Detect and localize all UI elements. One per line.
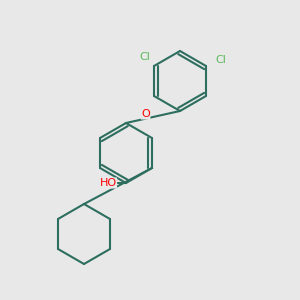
Text: HO: HO: [99, 178, 117, 188]
Text: O: O: [141, 109, 150, 119]
Text: Cl: Cl: [140, 52, 151, 62]
Text: Cl: Cl: [215, 55, 226, 65]
